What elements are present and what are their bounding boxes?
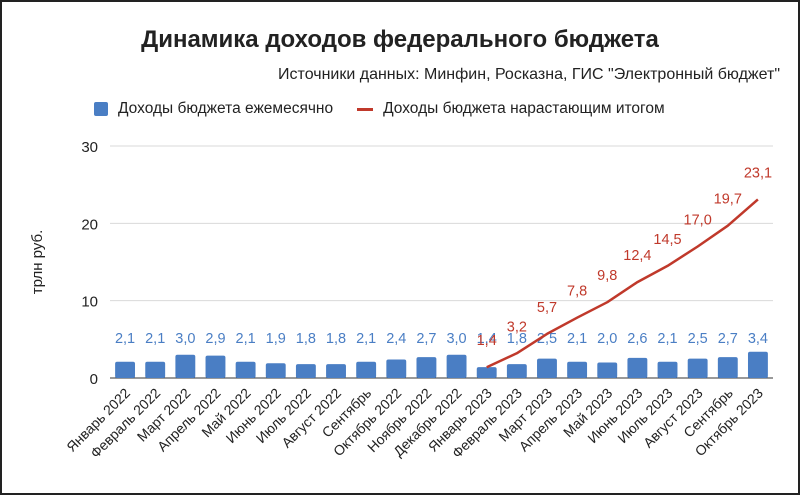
- bar: [265, 363, 286, 378]
- cumulative-line: [486, 198, 759, 369]
- bar-value-label: 3,0: [446, 331, 466, 347]
- bar-value-label: 2,1: [115, 331, 135, 347]
- bar-value-label: 2,5: [688, 331, 708, 347]
- bar: [295, 364, 316, 378]
- line-value-label: 9,8: [597, 268, 617, 284]
- bar-value-label: 2,9: [205, 331, 225, 347]
- bar-value-label: 2,7: [416, 331, 436, 347]
- legend-item-monthly: Доходы бюджета ежемесячно: [94, 100, 333, 118]
- bar: [446, 354, 467, 378]
- bar: [627, 357, 648, 378]
- bar-value-label: 1,8: [326, 331, 346, 347]
- chart-legend: Доходы бюджета ежемесячно Доходы бюджета…: [94, 100, 689, 118]
- line-value-label: 7,8: [567, 284, 587, 300]
- bar-value-label: 2,7: [718, 331, 738, 347]
- legend-label-monthly: Доходы бюджета ежемесячно: [118, 100, 334, 117]
- bar: [476, 367, 497, 378]
- bar: [717, 357, 738, 378]
- bar: [597, 362, 618, 378]
- bar-value-label: 2,1: [657, 331, 677, 347]
- bar-value-label: 2,0: [597, 331, 617, 347]
- bar: [416, 357, 437, 378]
- bar: [567, 361, 588, 378]
- bar: [356, 361, 377, 378]
- bar: [175, 354, 196, 378]
- bar-value-label: 2,5: [537, 331, 557, 347]
- bar-value-label: 1,4: [477, 331, 497, 347]
- bar-value-label: 2,1: [145, 331, 165, 347]
- bar: [687, 358, 708, 378]
- bar-value-label: 1,8: [507, 331, 527, 347]
- y-axis-title: трлн руб.: [29, 230, 46, 295]
- bar: [235, 361, 256, 378]
- bar-value-label: 3,0: [175, 331, 195, 347]
- bar-value-label: 2,4: [386, 331, 406, 347]
- bar: [326, 364, 346, 378]
- bar: [145, 361, 166, 378]
- legend-swatch-bar: [94, 102, 108, 116]
- bar-value-label: 2,6: [627, 331, 647, 347]
- bar: [657, 361, 678, 378]
- line-value-label: 12,4: [623, 248, 651, 264]
- y-tick-label: 10: [81, 294, 98, 311]
- bar: [205, 355, 226, 378]
- bar: [537, 358, 557, 378]
- y-tick-label: 30: [81, 139, 98, 156]
- legend-label-cumulative: Доходы бюджета нарастающим итогом: [383, 100, 665, 117]
- line-value-label: 3,2: [507, 319, 527, 335]
- bar-value-label: 2,1: [356, 331, 376, 347]
- line-value-label: 1,4: [477, 333, 497, 349]
- line-value-label: 23,1: [744, 165, 772, 181]
- bar: [747, 351, 768, 378]
- legend-swatch-line: [357, 107, 374, 111]
- line-value-label: 14,5: [653, 232, 681, 248]
- line-value-label: 5,7: [537, 300, 557, 316]
- chart-subtitle: Источники данных: Минфин, Росказна, ГИС …: [278, 66, 780, 83]
- line-value-label: 19,7: [714, 192, 742, 208]
- bar: [115, 361, 136, 378]
- bar-value-label: 1,8: [296, 331, 316, 347]
- line-value-label: 17,0: [684, 213, 712, 229]
- bar-value-label: 1,9: [266, 331, 286, 347]
- bar: [506, 364, 527, 378]
- legend-item-cumulative: Доходы бюджета нарастающим итогом: [357, 100, 665, 118]
- bar: [386, 359, 407, 378]
- chart-title: Динамика доходов федерального бюджета: [141, 26, 659, 53]
- bar-value-label: 3,4: [748, 331, 768, 347]
- bar-value-label: 2,1: [567, 331, 587, 347]
- y-tick-label: 20: [81, 216, 98, 233]
- y-tick-label: 0: [90, 371, 98, 388]
- bar-value-label: 2,1: [236, 331, 256, 347]
